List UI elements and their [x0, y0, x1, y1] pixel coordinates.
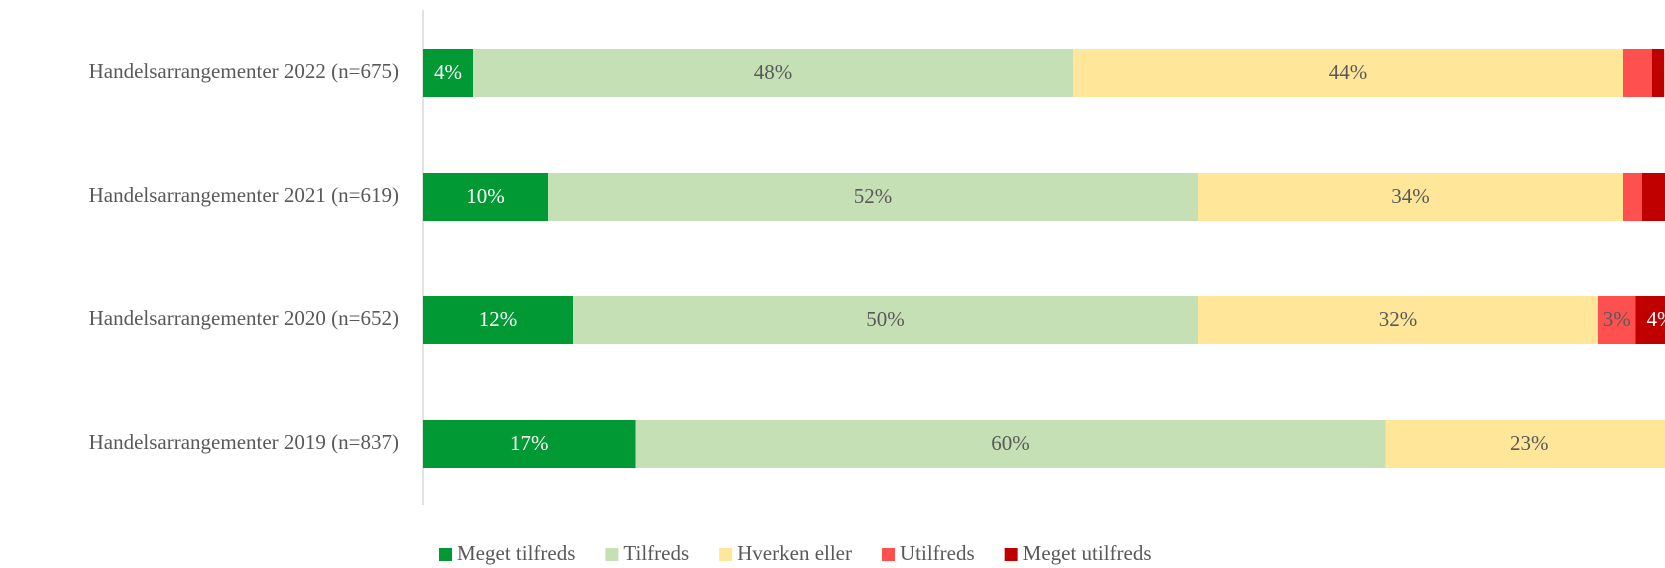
bar-segment — [1651, 49, 1665, 97]
data-label: 10% — [466, 184, 505, 208]
y-tick-label: Handelsarrangementer 2020 (n=652) — [89, 306, 399, 330]
bar-segment — [573, 296, 1198, 344]
bar-segment — [423, 49, 473, 97]
data-label: 48% — [754, 60, 793, 84]
legend-swatch — [719, 548, 733, 561]
data-label: 50% — [866, 307, 905, 331]
legend-label: Hverken eller — [737, 541, 852, 565]
data-label: 3% — [1603, 307, 1631, 331]
data-label: 4% — [434, 60, 462, 84]
bar-segment — [423, 173, 548, 221]
legend-label: Utilfreds — [900, 541, 975, 565]
data-label: 52% — [854, 184, 893, 208]
y-tick-label: Handelsarrangementer 2022 (n=675) — [89, 59, 399, 83]
y-tick-label: Handelsarrangementer 2021 (n=619) — [89, 183, 399, 207]
bar-segment — [1641, 173, 1665, 221]
legend-swatch — [882, 548, 895, 561]
data-label: 12% — [479, 307, 518, 331]
bar-segment — [548, 173, 1198, 221]
legend-label: Meget tilfreds — [457, 541, 575, 565]
bar-segment — [1385, 420, 1665, 468]
legend-swatch — [605, 548, 619, 561]
y-tick-label: Handelsarrangementer 2019 (n=837) — [89, 430, 399, 454]
bar-segment — [423, 296, 573, 344]
data-label: 32% — [1379, 307, 1418, 331]
bar-segment — [423, 420, 636, 468]
legend-label: Meget utilfreds — [1023, 541, 1152, 565]
bar-segment — [473, 49, 1073, 97]
bar-segment — [1598, 296, 1636, 344]
bar-segment — [1198, 173, 1623, 221]
legend-swatch — [1004, 548, 1018, 561]
bar-segment — [635, 420, 1386, 468]
data-label: 17% — [510, 431, 549, 455]
data-label: 44% — [1329, 60, 1368, 84]
bar-segment — [1198, 296, 1598, 344]
data-label: 60% — [991, 431, 1030, 455]
bar-segment — [1635, 296, 1665, 344]
data-label: 34% — [1391, 184, 1430, 208]
data-label: 23% — [1510, 431, 1549, 455]
legend-label: Tilfreds — [623, 541, 689, 565]
bar-segment — [1623, 173, 1642, 221]
bar-segment — [1073, 49, 1623, 97]
legend-swatch — [439, 548, 452, 561]
bar-segment — [1623, 49, 1652, 97]
data-label: 4% — [1647, 307, 1665, 331]
